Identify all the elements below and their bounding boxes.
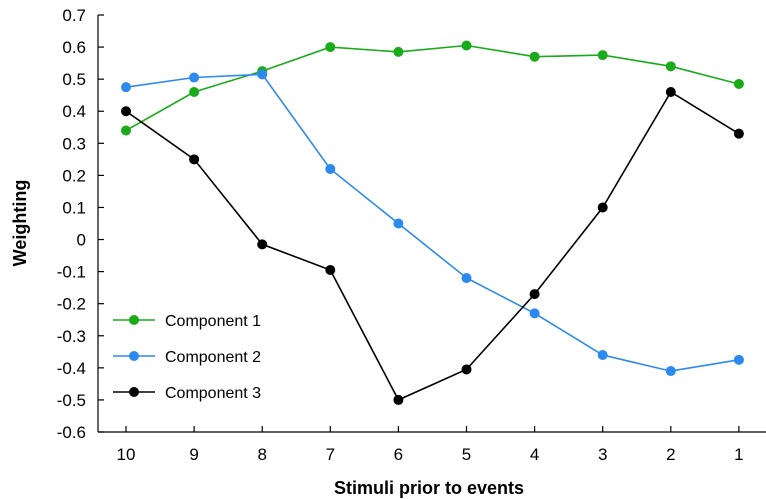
data-point [121,125,131,136]
x-ticks: 10 9 8 7 6 5 4 3 2 1 [117,426,744,464]
data-point [393,394,404,405]
data-point [325,42,336,53]
y-tick-label: -0.3 [57,327,86,346]
y-tick-label: 0.3 [62,134,86,153]
x-tick-label: 5 [462,445,471,464]
legend-label: Component 3 [165,385,261,402]
data-point [189,154,200,165]
data-point [121,82,131,93]
data-point [189,72,200,83]
y-tick-label: 0.1 [62,198,86,217]
legend-item: Component 1 [113,313,261,330]
axes [97,15,766,433]
x-tick-label: 7 [326,445,335,464]
y-tick-label: 0.5 [62,70,86,89]
y-tick-label: 0.6 [62,38,86,57]
data-point [665,366,676,377]
data-point [393,218,404,229]
x-tick-label: 4 [530,445,539,464]
legend-swatch-marker [129,387,139,397]
series-3 [121,86,744,405]
data-point [597,202,608,213]
legend-item: Component 3 [113,385,261,402]
data-point [665,86,676,97]
y-tick-label: -0.4 [57,359,86,378]
data-point [733,128,744,139]
y-ticks: -0.6 -0.5 -0.4 -0.3 -0.2 -0.1 0 0.1 0.2 0.3 0.4 0.5… [57,6,104,442]
data-point [257,239,268,250]
x-tick-label: 6 [394,445,403,464]
data-point [257,69,268,80]
x-tick-label: 8 [257,445,266,464]
data-point [733,354,744,365]
y-tick-label: -0.6 [57,423,86,442]
data-point [325,265,336,276]
legend: Component 1 Component 2 Component 3 [113,313,261,402]
y-tick-label: -0.1 [57,263,86,282]
data-point [665,61,676,72]
x-tick-label: 10 [117,445,136,464]
y-axis-title: Weighting [10,180,30,267]
series-line [125,44,740,132]
y-tick-label: 0.7 [62,6,86,25]
legend-swatch-marker [129,315,139,325]
data-point [597,50,608,61]
legend-item: Component 2 [113,349,261,366]
series-layer [121,40,744,405]
x-tick-label: 2 [666,445,675,464]
series-1 [121,40,744,136]
x-tick-label: 3 [598,445,607,464]
data-point [189,86,200,97]
data-point [529,51,540,62]
legend-label: Component 2 [165,349,261,366]
data-point [121,106,131,117]
data-point [325,163,336,174]
legend-label: Component 1 [165,313,261,330]
y-tick-label: 0 [77,231,86,250]
data-point [529,289,540,300]
data-point [597,350,608,361]
x-axis-title: Stimuli prior to events [334,478,524,498]
x-tick-label: 9 [189,445,198,464]
y-tick-label: 0.4 [62,102,86,121]
y-tick-label: 0.2 [62,166,86,185]
legend-swatch-marker [129,351,139,361]
data-point [393,46,404,57]
series-2 [121,69,744,377]
y-tick-label: -0.5 [57,391,86,410]
x-tick-label: 1 [734,445,743,464]
data-point [461,364,472,375]
y-tick-label: -0.2 [57,295,86,314]
series-line [125,73,740,372]
data-point [461,273,472,284]
data-point [461,40,472,51]
data-point [529,308,540,319]
data-point [733,78,744,89]
series-line [125,90,740,401]
